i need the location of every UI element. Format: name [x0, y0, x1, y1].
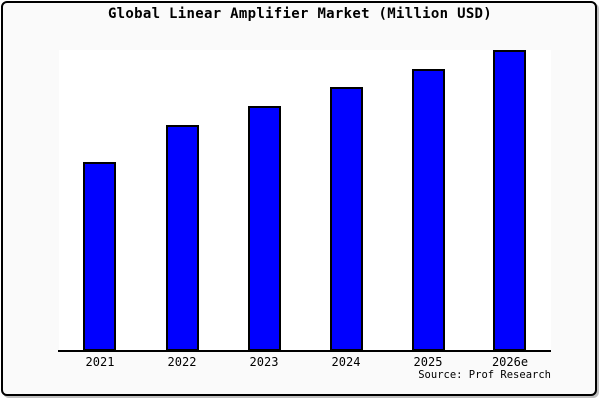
x-tick-label-2024: 2024 [331, 355, 361, 369]
bar-2022 [165, 124, 199, 351]
x-tick-label-2021: 2021 [85, 355, 115, 369]
bar-2023 [247, 106, 281, 351]
x-axis-line [58, 350, 551, 352]
x-tick-label-2026e: 2026e [491, 355, 529, 369]
bar-2026e [493, 50, 527, 351]
x-tick-label-2022: 2022 [167, 355, 197, 369]
bar-2025 [411, 68, 445, 351]
x-axis-labels: 2021 2022 2023 2024 2025 2026e [59, 355, 551, 369]
plot-area [59, 50, 551, 351]
x-tick-label-2023: 2023 [249, 355, 279, 369]
bar-2024 [329, 87, 363, 351]
bar-2021 [83, 161, 117, 351]
chart-title: Global Linear Amplifier Market (Million … [107, 6, 493, 22]
source-credit: Source: Prof Research [418, 369, 551, 381]
x-tick-label-2025: 2025 [413, 355, 443, 369]
